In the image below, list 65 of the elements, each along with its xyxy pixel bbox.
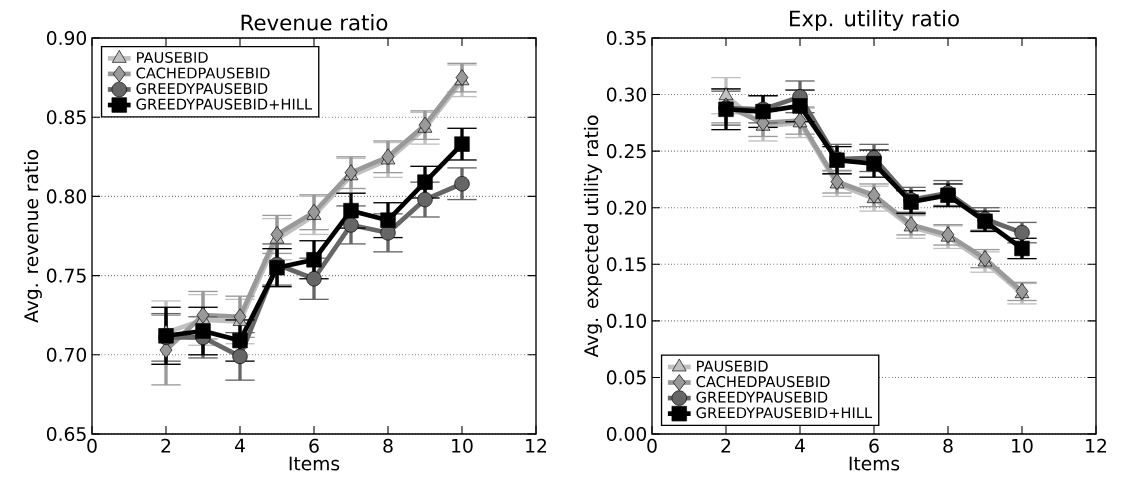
y-tick-label: 0.80 [46,189,87,204]
x-tick-label: 12 [1086,438,1107,453]
x-tick-label: 4 [234,438,245,453]
point [1014,240,1030,257]
point [343,217,359,233]
point [867,186,881,204]
y-tick-label: 0.85 [46,110,86,125]
x-tick-label: 6 [309,438,319,453]
point [233,308,247,326]
point [195,323,211,339]
y-tick-label: 0.35 [606,30,646,46]
x-tick-label: 10 [1012,438,1033,453]
legend-label: CACHEDPAUSEBID [696,376,830,388]
legend-label: GREEDYPAUSEBID [696,391,828,403]
legend-label: GREEDYPAUSEBID+HILL [136,98,313,110]
point [1014,224,1030,241]
legend-label: PAUSEBID [137,51,208,64]
y-tick-label: 0.10 [606,313,647,328]
x-tick-label: 0 [647,438,657,453]
point [380,212,396,228]
x-axis-title: Items [289,456,340,471]
chart-title: Exp. utility ratio [790,9,959,31]
point [306,252,322,268]
point [306,271,322,287]
point [232,332,248,349]
y-tick-label: 0.25 [606,144,646,159]
point [417,174,433,190]
y-tick-label: 0.65 [46,426,86,442]
y-tick-label: 0.70 [46,347,87,362]
x-tick-label: 8 [943,438,953,453]
x-tick-label: 2 [161,438,171,453]
point [792,98,808,114]
y-tick-label: 0.05 [606,370,646,385]
point [232,348,248,365]
x-tick-label: 12 [526,438,547,453]
x-tick-label: 4 [794,438,805,453]
legend-label: PAUSEBID [697,360,768,372]
point [417,191,433,208]
y-tick-label: 0.15 [606,257,646,272]
point [866,155,882,172]
legend-label: GREEDYPAUSEBID+HILL [696,407,873,419]
point [269,260,285,276]
x-tick-label: 2 [721,438,731,453]
point [270,226,284,243]
x-tick-label: 10 [452,438,473,453]
point [718,87,734,101]
y-tick-label: 0.00 [606,426,647,442]
y-axis-title: Avg. expected utility ratio [583,115,602,358]
y-tick-label: 0.75 [46,268,86,283]
legend-label: CACHEDPAUSEBID [136,67,270,79]
point [454,176,470,192]
y-axis-title: Avg. revenue ratio [23,150,42,323]
y-tick-label: 0.20 [606,200,647,215]
x-tick-label: 0 [87,438,97,453]
point [343,202,359,219]
y-tick-label: 0.30 [606,87,647,102]
x-tick-label: 6 [869,438,879,453]
chart-title: Revenue ratio [241,14,388,31]
point [196,306,210,324]
point [454,136,470,152]
y-tick-label: 0.90 [46,30,87,46]
legend-label: GREEDYPAUSEBID [136,83,268,95]
x-axis-title: Items [849,456,900,471]
point [307,203,321,221]
x-tick-label: 8 [383,438,393,453]
